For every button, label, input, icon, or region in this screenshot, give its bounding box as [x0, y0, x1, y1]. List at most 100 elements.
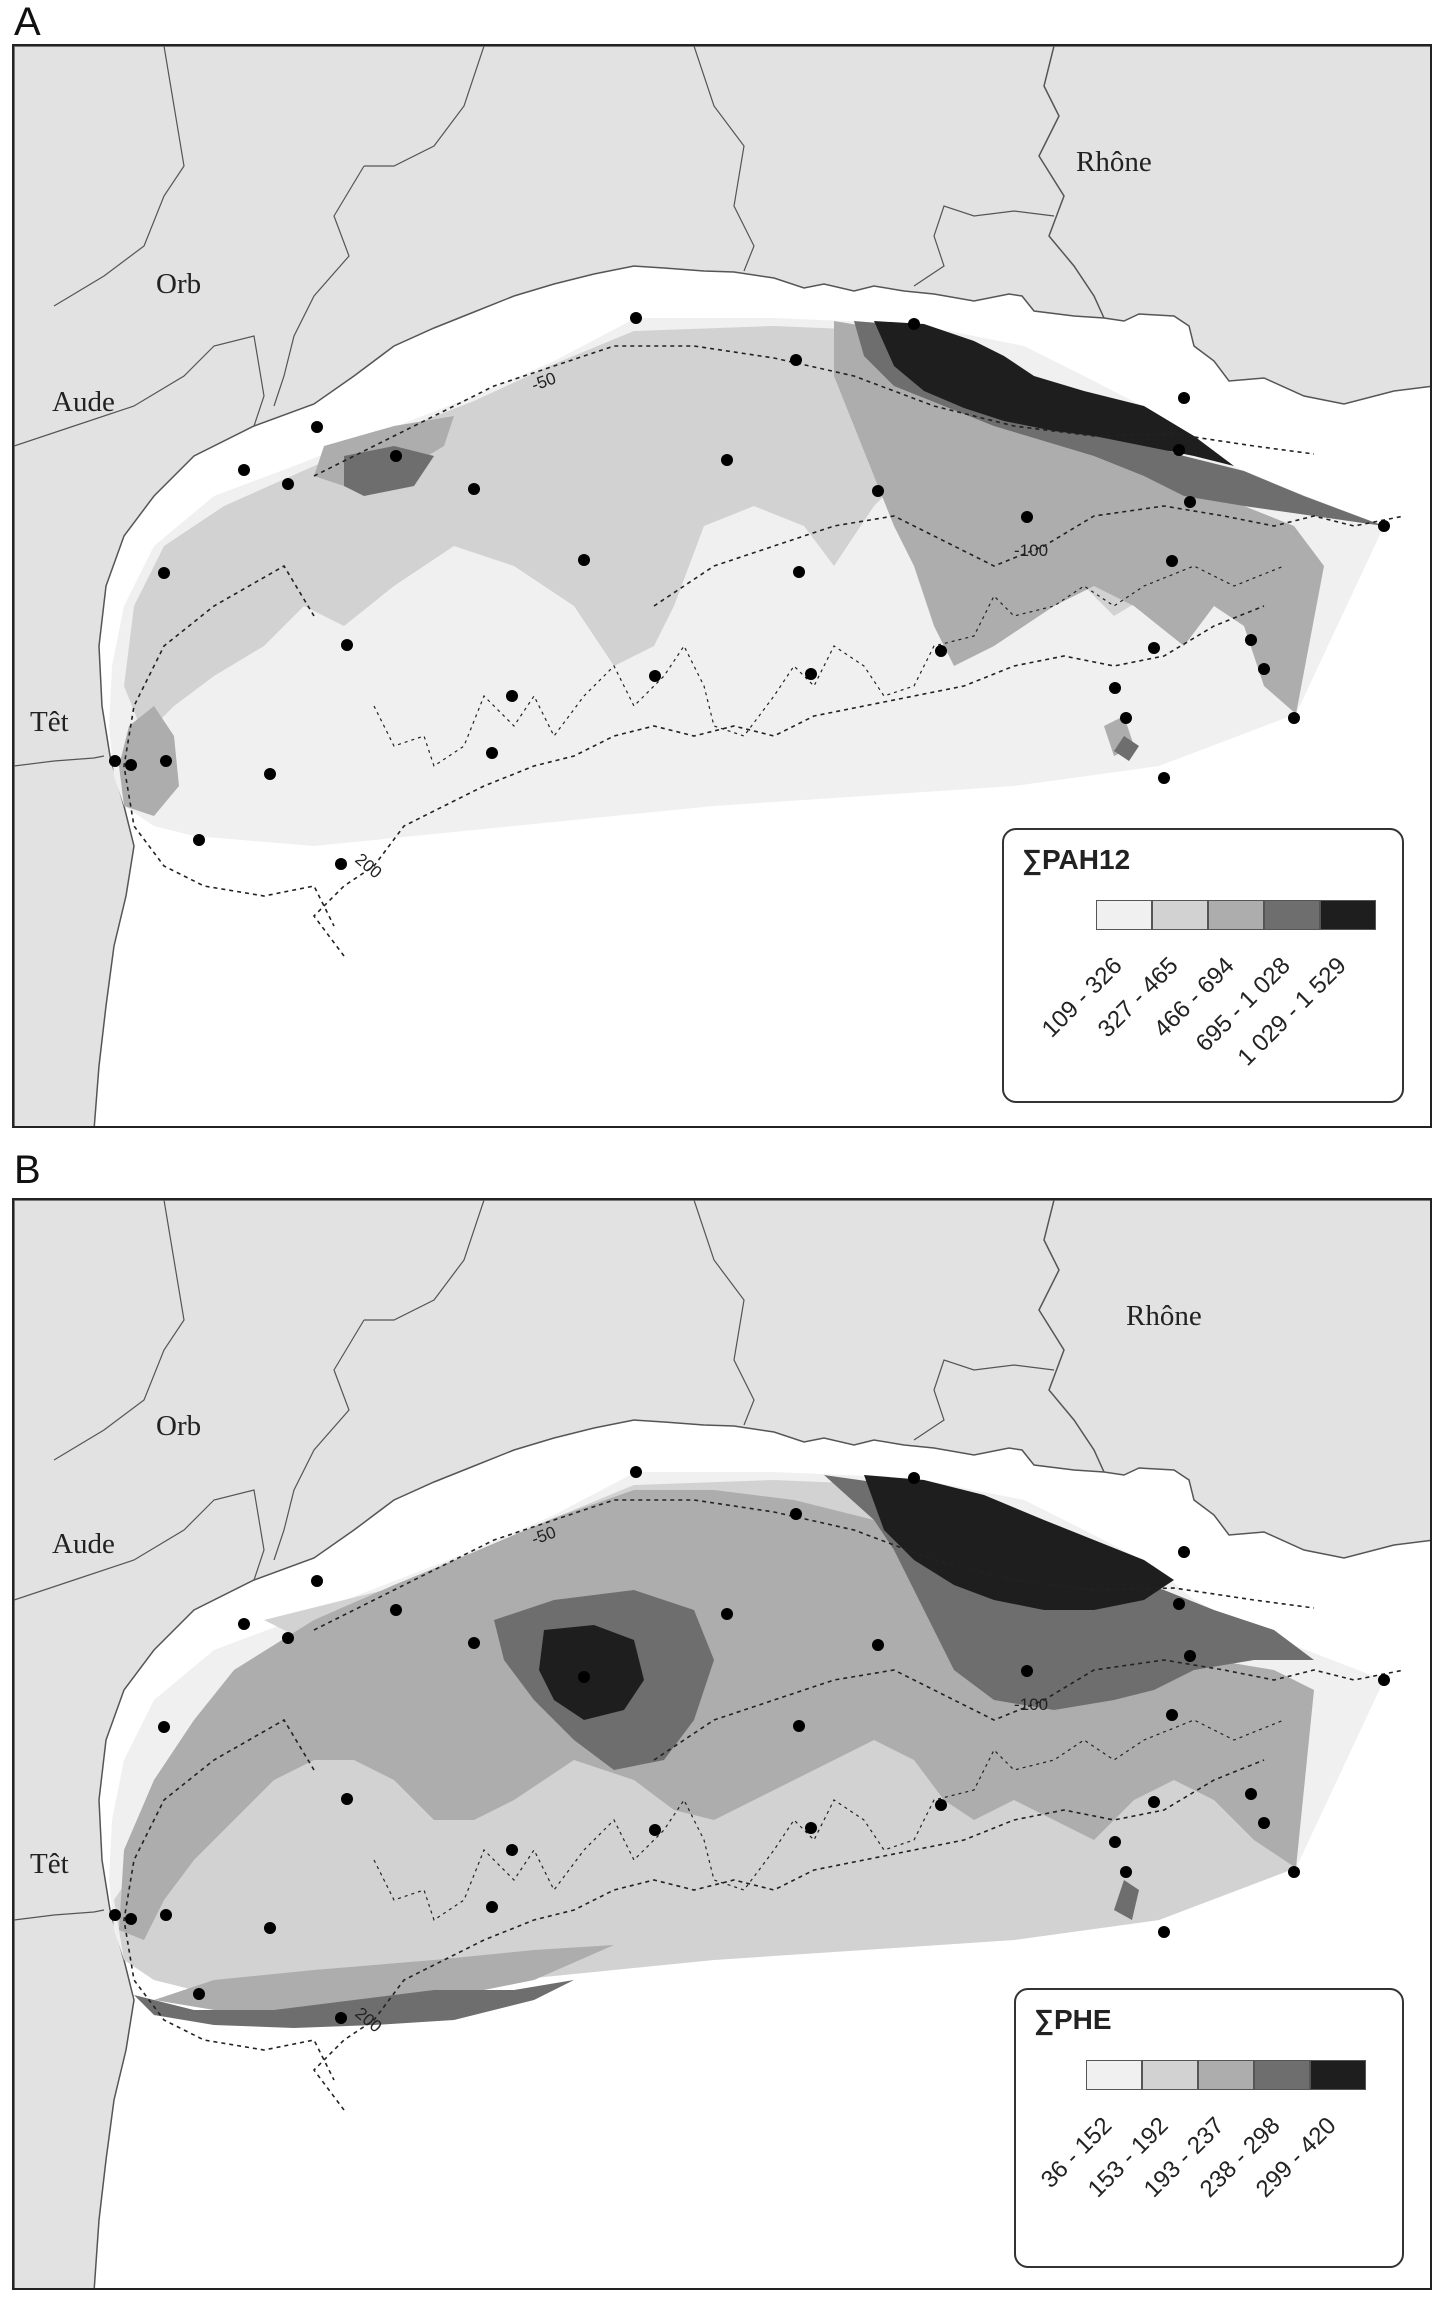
panel-b-map-canvas: -50 -100 200	[14, 1200, 1430, 2288]
legend-swatch-4	[1254, 2060, 1310, 2090]
river-aude-upper	[53, 46, 185, 307]
river-aude-upper	[53, 1200, 185, 1461]
legend-swatch-3	[1198, 2060, 1254, 2090]
legend-swatch-1	[1086, 2060, 1142, 2090]
station	[1109, 682, 1121, 694]
station	[1258, 663, 1270, 675]
river-orb-upper	[364, 46, 485, 167]
station	[908, 1472, 920, 1484]
isobath-50-north	[313, 1499, 1315, 1631]
place-label-rhone: Rhône	[1126, 1300, 1202, 1332]
isobath-50-north	[313, 345, 1315, 477]
station	[125, 1913, 137, 1925]
river-east	[693, 1200, 755, 1426]
station	[341, 639, 353, 651]
station	[721, 1608, 733, 1620]
station	[790, 354, 802, 366]
river-aude	[14, 335, 265, 447]
station	[1245, 634, 1257, 646]
station	[578, 1671, 590, 1683]
station	[468, 1637, 480, 1649]
station	[1378, 520, 1390, 532]
station	[109, 1909, 121, 1921]
isobath-50	[123, 1718, 335, 2081]
station	[805, 1822, 817, 1834]
station	[264, 1922, 276, 1934]
station	[506, 1844, 518, 1856]
isobath-100	[653, 505, 1405, 607]
station	[486, 747, 498, 759]
station	[468, 483, 480, 495]
station	[335, 2012, 347, 2024]
legend-swatch-1	[1096, 900, 1152, 930]
station	[578, 554, 590, 566]
station	[1184, 1650, 1196, 1662]
station	[1378, 1674, 1390, 1686]
station	[1120, 712, 1132, 724]
panel-b-letter: B	[14, 1148, 41, 1192]
station	[193, 834, 205, 846]
station	[1021, 1665, 1033, 1677]
station	[935, 645, 947, 657]
station	[1258, 1817, 1270, 1829]
station	[341, 1793, 353, 1805]
station	[486, 1901, 498, 1913]
station	[1109, 1836, 1121, 1848]
river-orb	[273, 1319, 365, 1561]
panel-a-map-canvas: -50 -100 200	[14, 46, 1430, 1126]
isobath-200-canyons	[373, 1719, 1285, 1921]
land-area	[14, 1200, 1430, 2288]
station	[109, 755, 121, 767]
contour-class-5	[874, 321, 1234, 466]
station	[721, 454, 733, 466]
station	[125, 759, 137, 771]
station	[1178, 1546, 1190, 1558]
legend-swatch-5	[1320, 900, 1376, 930]
isobath-200	[312, 1759, 1265, 2111]
station	[872, 485, 884, 497]
river-rhone-branch	[913, 205, 1055, 287]
river-east	[693, 46, 755, 272]
station	[805, 668, 817, 680]
station	[1166, 1709, 1178, 1721]
station	[158, 567, 170, 579]
station	[264, 768, 276, 780]
panel-b-map: -50 -100 200 Rhône Orb Aude Têt ∑PHE 36 …	[12, 1198, 1432, 2290]
panel-a-legend: ∑PAH12 109 - 326 327 - 465 466 - 694 695…	[1002, 828, 1404, 1103]
river-rhone-branch	[913, 1359, 1055, 1441]
isobath-100	[653, 1659, 1405, 1761]
station	[282, 478, 294, 490]
panel-b-legend: ∑PHE 36 - 152 153 - 192 193 - 237 238 - …	[1014, 1988, 1404, 2268]
isobath-label-100: -100	[1014, 1695, 1048, 1714]
station	[935, 1799, 947, 1811]
station	[160, 755, 172, 767]
place-label-tet: Têt	[30, 706, 69, 738]
station	[1173, 444, 1185, 456]
station	[908, 318, 920, 330]
legend-swatch-5	[1310, 2060, 1366, 2090]
station	[1148, 642, 1160, 654]
station-markers	[109, 312, 1390, 870]
river-aude	[14, 1489, 265, 1601]
station	[390, 450, 402, 462]
station	[193, 1988, 205, 2000]
legend-swatch-2	[1152, 900, 1208, 930]
legend-swatch-4	[1264, 900, 1320, 930]
river-tet	[14, 1909, 105, 1921]
station	[630, 1466, 642, 1478]
river-orb-upper	[364, 1200, 485, 1321]
station	[1158, 1926, 1170, 1938]
station	[1158, 772, 1170, 784]
station	[1178, 392, 1190, 404]
place-label-rhone: Rhône	[1076, 146, 1152, 178]
station	[238, 464, 250, 476]
panel-a-map: -50 -100 200 Rhône Orb Aude Têt ∑PAH12 1…	[12, 44, 1432, 1128]
legend-swatch-3	[1208, 900, 1264, 930]
place-label-orb: Orb	[156, 268, 202, 300]
station	[390, 1604, 402, 1616]
station	[335, 858, 347, 870]
legend-title: ∑PHE	[1034, 2004, 1112, 2035]
panel-a-letter: A	[14, 0, 41, 44]
station	[160, 1909, 172, 1921]
station	[630, 312, 642, 324]
